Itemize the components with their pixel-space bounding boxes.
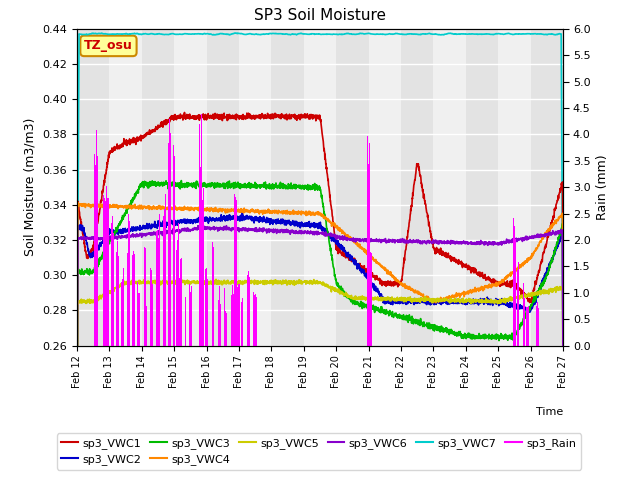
Text: Time: Time	[536, 408, 563, 417]
Bar	[271, 29, 304, 346]
Title: SP3 Soil Moisture: SP3 Soil Moisture	[254, 9, 386, 24]
Bar	[141, 29, 174, 346]
Y-axis label: Soil Moisture (m3/m3): Soil Moisture (m3/m3)	[24, 118, 36, 256]
Bar	[531, 29, 563, 346]
Bar	[207, 29, 239, 346]
Bar	[401, 29, 433, 346]
Bar	[77, 29, 109, 346]
Bar	[466, 29, 499, 346]
Legend: sp3_VWC1, sp3_VWC2, sp3_VWC3, sp3_VWC4, sp3_VWC5, sp3_VWC6, sp3_VWC7, sp3_Rain: sp3_VWC1, sp3_VWC2, sp3_VWC3, sp3_VWC4, …	[57, 433, 581, 469]
Text: TZ_osu: TZ_osu	[84, 39, 133, 52]
Y-axis label: Rain (mm): Rain (mm)	[596, 155, 609, 220]
Bar	[336, 29, 369, 346]
